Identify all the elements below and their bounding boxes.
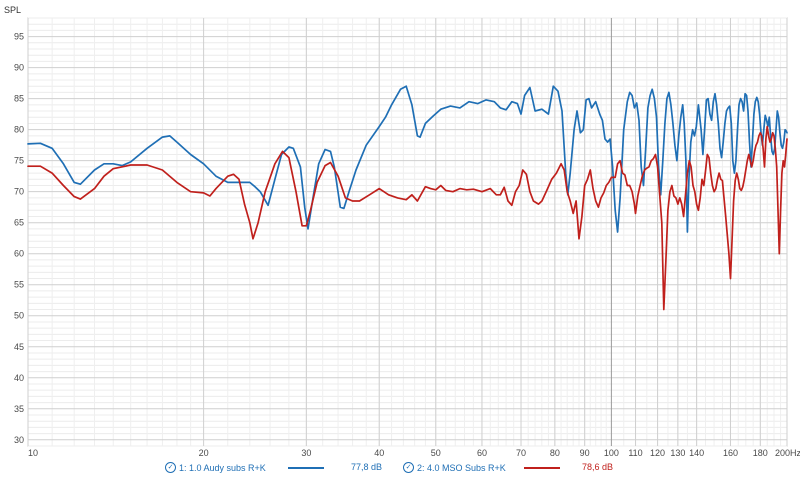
x-tick-label: 50	[431, 448, 441, 458]
y-tick-label: 90	[14, 63, 24, 73]
legend-series-2-swatch	[524, 467, 560, 469]
x-tick-labels: 10 20 30 40 50 60 70 80 90 100 110 120 130 140 160 180 2…	[28, 448, 800, 458]
x-tick-label: 140	[689, 448, 704, 458]
legend-series-1-level: 77,8 dB	[351, 462, 383, 472]
legend-item-series-2[interactable]: ✓ 2: 4.0 MSO Subs R+K	[403, 462, 506, 473]
x-tick-label: 100	[604, 448, 619, 458]
y-tick-label: 35	[14, 404, 24, 414]
x-tick-label: 160	[723, 448, 738, 458]
major-gridlines	[27, 18, 788, 446]
y-tick-label: 80	[14, 125, 24, 135]
y-tick-label: 50	[14, 311, 24, 321]
y-tick-label: 95	[14, 32, 24, 42]
legend-series-2-level: 78,6 dB	[582, 462, 614, 472]
spl-chart: 30 35 40 45 50 55 60 65 70 75 80 85 90 95 10 20 30 40 50 6…	[4, 5, 800, 458]
y-tick-label: 75	[14, 156, 24, 166]
y-tick-label: 65	[14, 218, 24, 228]
legend: ✓ 1: 1.0 Audy subs R+K 77,8 dB ✓ 2: 4.0 …	[0, 460, 800, 477]
y-tick-label: 40	[14, 373, 24, 383]
x-tick-label: 130	[670, 448, 685, 458]
y-tick-label: 70	[14, 187, 24, 197]
legend-series-1-swatch	[288, 467, 324, 469]
x-tick-label: 80	[550, 448, 560, 458]
x-tick-label: 90	[580, 448, 590, 458]
x-tick-label: 120	[650, 448, 665, 458]
legend-series-1-name: 1: 1.0 Audy subs R+K	[179, 462, 266, 473]
x-tick-label: 180	[753, 448, 768, 458]
x-tick-label: 40	[374, 448, 384, 458]
series-2-line	[27, 125, 788, 311]
x-tick-label: 110	[628, 448, 642, 458]
y-tick-labels: 30 35 40 45 50 55 60 65 70 75 80 85 90 95	[14, 32, 24, 445]
legend-item-series-1[interactable]: ✓ 1: 1.0 Audy subs R+K	[165, 462, 266, 473]
x-tick-label: 30	[301, 448, 311, 458]
checkbox-checked-icon[interactable]: ✓	[165, 462, 176, 473]
y-tick-label: 55	[14, 280, 24, 290]
y-tick-label: 30	[14, 435, 24, 445]
plot-background	[27, 17, 788, 447]
x-tick-label: 10	[28, 448, 38, 458]
x-tick-label: 200Hz	[775, 448, 800, 458]
x-tick-label: 70	[516, 448, 526, 458]
series-lines	[27, 85, 788, 311]
checkbox-checked-icon[interactable]: ✓	[403, 462, 414, 473]
legend-series-2-name: 2: 4.0 MSO Subs R+K	[417, 462, 506, 473]
y-tick-label: 45	[14, 342, 24, 352]
x-tick-label: 20	[199, 448, 209, 458]
y-tick-label: 85	[14, 94, 24, 104]
x-tick-label: 60	[477, 448, 487, 458]
y-tick-label: 60	[14, 249, 24, 259]
y-axis-label: SPL	[4, 5, 21, 15]
